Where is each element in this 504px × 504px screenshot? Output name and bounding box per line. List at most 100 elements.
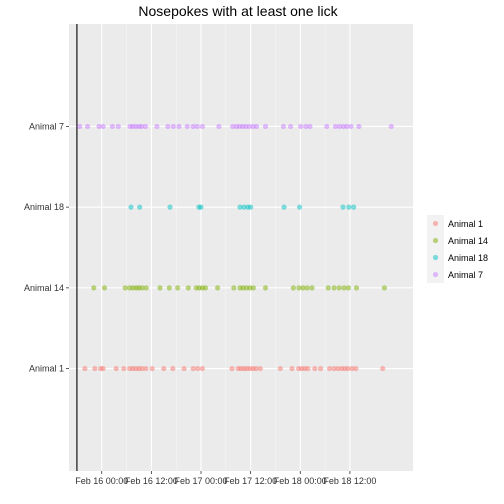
data-point: [351, 204, 357, 210]
data-point: [380, 365, 386, 372]
data-point: [161, 365, 167, 372]
data-point: [346, 204, 352, 210]
plot-panel: [69, 24, 413, 471]
data-point: [122, 285, 128, 291]
legend-swatch: [432, 271, 439, 278]
x-tick-label: Feb 17 12:00: [224, 476, 277, 486]
data-point: [195, 365, 201, 372]
data-point: [176, 123, 182, 130]
data-point: [100, 365, 106, 372]
data-point: [307, 123, 313, 130]
x-tick-label: Feb 16 12:00: [125, 476, 178, 486]
data-point: [139, 285, 145, 291]
data-point: [137, 204, 143, 210]
data-point: [139, 123, 145, 130]
data-point: [143, 365, 149, 372]
data-point: [170, 123, 176, 130]
data-point: [154, 123, 160, 130]
data-point: [166, 285, 172, 291]
data-point: [336, 285, 342, 291]
data-point: [331, 365, 337, 372]
data-point: [312, 365, 318, 372]
data-point: [337, 123, 343, 130]
data-point: [237, 204, 243, 210]
data-point: [345, 365, 351, 372]
chart-title: Nosepokes with at least one lick: [138, 3, 338, 19]
data-point: [253, 365, 259, 372]
data-point: [229, 365, 235, 372]
data-point: [332, 123, 338, 130]
data-point: [248, 204, 254, 210]
data-point: [202, 285, 209, 291]
data-point: [115, 123, 121, 130]
data-point: [325, 285, 331, 291]
data-point: [113, 365, 119, 372]
data-point: [297, 204, 303, 210]
data-point: [190, 123, 196, 130]
data-point: [345, 285, 352, 291]
legend-swatch: [432, 254, 439, 261]
data-point: [157, 285, 163, 291]
data-point: [91, 285, 97, 291]
data-point: [300, 285, 306, 291]
data-point: [277, 365, 283, 372]
data-point: [85, 123, 91, 130]
data-point: [184, 123, 190, 130]
data-point: [324, 123, 330, 130]
y-tick-label: Animal 14: [24, 283, 64, 293]
data-point: [142, 123, 149, 130]
y-tick-label: Animal 7: [29, 121, 64, 131]
data-point: [181, 365, 187, 372]
data-points: [77, 123, 394, 372]
y-axis-ticks: Animal 1 Animal 14 Animal 18 Animal 7: [24, 121, 69, 374]
legend-label: Animal 7: [448, 270, 483, 280]
data-point: [349, 365, 355, 372]
data-point: [92, 365, 98, 372]
legend-label: Animal 14: [448, 236, 488, 246]
data-point: [121, 365, 127, 372]
data-point: [262, 123, 269, 130]
data-point: [353, 365, 359, 372]
data-point: [139, 365, 145, 372]
data-point: [309, 285, 315, 291]
data-point: [305, 365, 311, 372]
data-point: [246, 123, 252, 130]
data-point: [128, 204, 134, 210]
data-point: [327, 365, 333, 372]
data-point: [82, 365, 88, 372]
data-point: [356, 123, 362, 130]
data-point: [253, 123, 260, 130]
data-point: [257, 365, 263, 372]
legend-label: Animal 18: [448, 253, 488, 263]
data-point: [165, 123, 171, 130]
legend: Animal 1 Animal 14 Animal 18 Animal 7: [427, 215, 488, 283]
data-point: [216, 123, 222, 130]
x-tick-label: Feb 16 00:00: [75, 476, 128, 486]
data-point: [175, 285, 181, 291]
legend-label: Animal 1: [448, 219, 483, 229]
data-point: [331, 285, 337, 291]
data-point: [230, 123, 236, 130]
data-point: [296, 285, 302, 291]
data-point: [250, 285, 256, 291]
data-point: [109, 123, 115, 130]
legend-swatch: [432, 220, 439, 227]
data-point: [170, 365, 176, 372]
data-point: [149, 365, 155, 372]
data-point: [231, 285, 237, 291]
x-tick-label: Feb 17 00:00: [174, 476, 227, 486]
data-point: [280, 123, 286, 130]
data-point: [167, 204, 173, 210]
data-point: [198, 204, 204, 210]
data-point: [303, 123, 309, 130]
data-point: [341, 285, 347, 291]
data-point: [289, 365, 295, 372]
data-point: [281, 204, 287, 210]
y-tick-label: Animal 1: [29, 364, 64, 374]
data-point: [381, 285, 387, 291]
data-point: [77, 123, 83, 130]
data-point: [335, 365, 341, 372]
data-point: [190, 365, 196, 372]
